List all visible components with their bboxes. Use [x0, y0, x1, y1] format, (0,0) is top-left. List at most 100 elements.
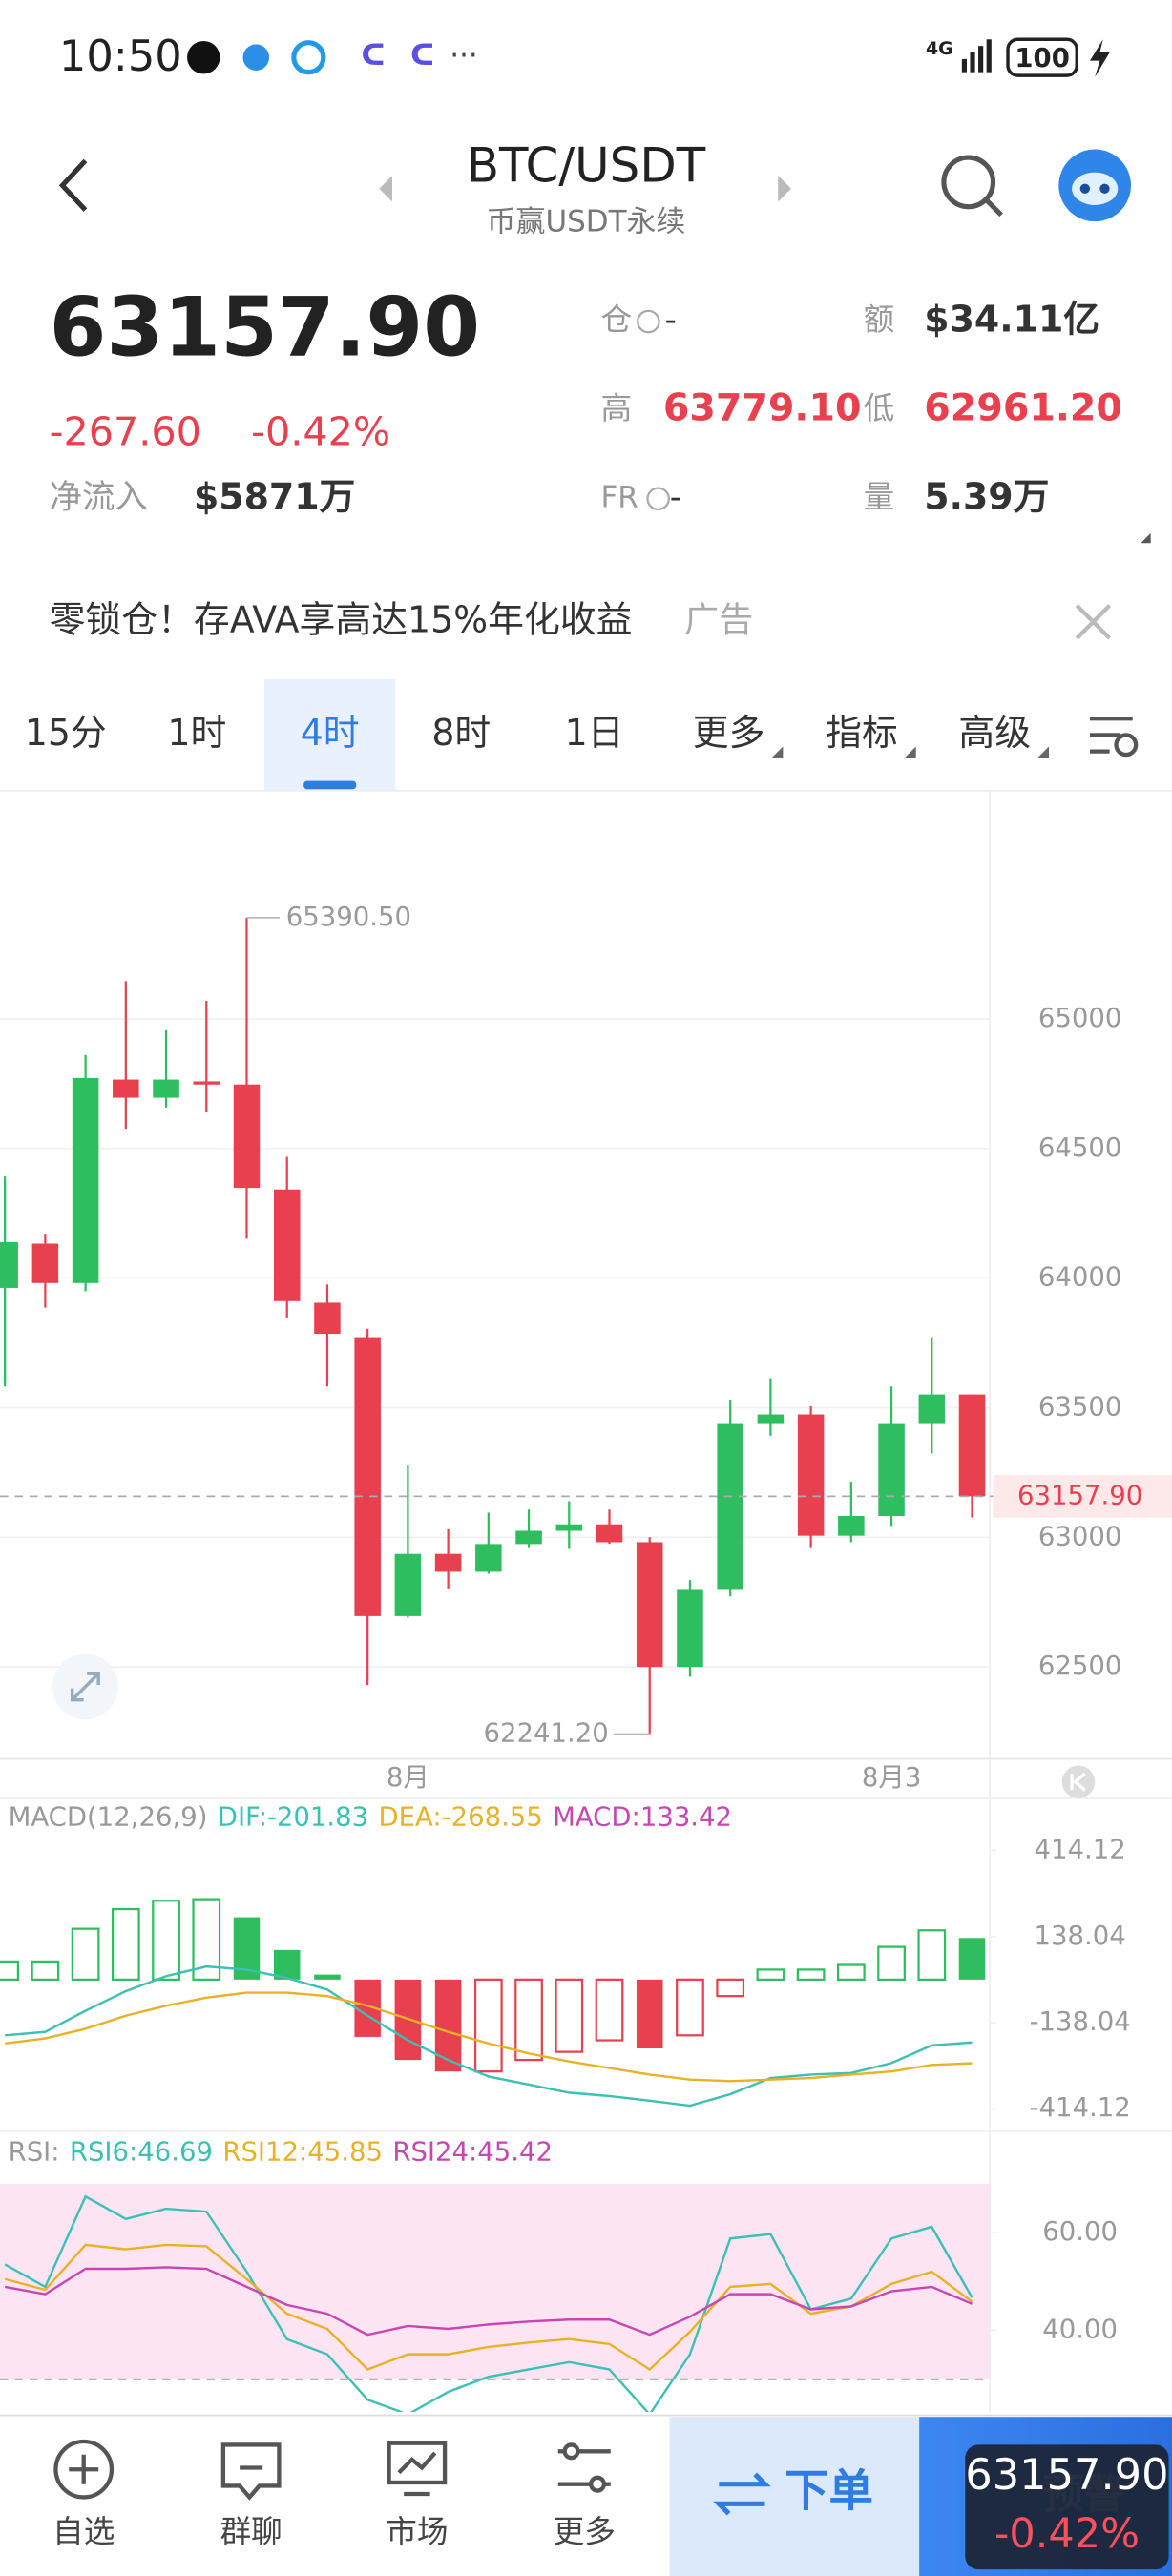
status-icon — [291, 40, 326, 75]
macd-bar — [958, 1938, 986, 1980]
timeframe-tab[interactable]: 更多 — [693, 712, 765, 754]
signal — [961, 39, 992, 73]
battery-level: 100 — [1015, 43, 1069, 73]
pair-title[interactable]: BTC/USDT — [467, 138, 706, 194]
candle-body — [636, 1542, 663, 1668]
legend-entry: RSI6:46.69 — [70, 2136, 213, 2167]
stat-value: - — [665, 301, 677, 340]
timeframe-tab[interactable]: 8时 — [431, 712, 491, 754]
candle-body — [394, 1553, 422, 1616]
status-icon — [187, 40, 220, 74]
macd-bar — [756, 1968, 785, 1981]
macd-bar — [676, 1978, 704, 2037]
legend-entry: RSI: — [9, 2136, 60, 2167]
macd-bar — [71, 1927, 100, 1981]
y-tick-label: 63500 — [1038, 1391, 1121, 1422]
macd-bar — [514, 1978, 543, 2062]
nav-label[interactable]: 更多 — [554, 2513, 616, 2549]
expand-corner[interactable] — [1141, 532, 1151, 544]
chart-settings[interactable] — [1090, 717, 1139, 758]
prev-pair[interactable] — [379, 176, 393, 202]
battery — [1006, 37, 1078, 77]
y-tick-label: 64500 — [1038, 1132, 1121, 1163]
macd-bar — [31, 1960, 60, 1981]
order-label[interactable]: 下单 — [785, 2465, 873, 2517]
candle-body — [475, 1544, 502, 1572]
candle-body — [918, 1394, 946, 1424]
macd-bar — [152, 1900, 180, 1981]
floating-change: -0.42% — [994, 2510, 1140, 2558]
stat-label: 额 — [864, 301, 895, 338]
stat-label: 仓 — [600, 301, 632, 338]
timeframe-tabs: 15分 1时 4时 8时 1日 更多 指标 高级 — [25, 678, 1050, 791]
nav-more[interactable]: 更多 — [554, 2442, 616, 2549]
assistant-avatar[interactable] — [1058, 149, 1132, 222]
candle-body — [596, 1524, 623, 1543]
banner-close[interactable] — [1075, 604, 1112, 640]
nav-label[interactable]: 群聊 — [220, 2513, 282, 2549]
nav-favorites[interactable]: 自选 — [52, 2439, 115, 2549]
candle-body — [757, 1414, 785, 1424]
floating-price: 63157.90 — [965, 2449, 1168, 2500]
candle-body — [314, 1302, 341, 1335]
stat-label: 低 — [864, 390, 895, 426]
y-tick-label: 65000 — [1038, 1003, 1121, 1033]
stat-value: 63779.10 — [663, 385, 862, 429]
macd-bar — [555, 1978, 584, 2053]
candle-body — [677, 1589, 703, 1668]
macd-bar — [877, 1945, 906, 1981]
macd-bar — [0, 1960, 20, 1981]
dropdown-caret — [904, 746, 916, 758]
price-change: -267.60 — [50, 409, 201, 455]
macd-line — [5, 1964, 973, 2108]
candle-body — [193, 1081, 220, 1085]
dropdown-caret — [771, 746, 784, 758]
candle-body — [838, 1516, 865, 1536]
macd-bar — [595, 1978, 624, 2042]
banner[interactable] — [0, 564, 1172, 676]
active-tab-indicator — [303, 780, 357, 790]
nav-label[interactable]: 自选 — [52, 2513, 115, 2549]
network: 4G — [926, 38, 953, 59]
y-tick-label: 414.12 — [1035, 1835, 1126, 1865]
stat-value: - — [670, 478, 681, 516]
y-tick-label: 60.00 — [1042, 2216, 1118, 2247]
timeframe-tab[interactable]: 4时 — [301, 712, 360, 754]
x-tick-label: 8月3 — [862, 1762, 922, 1793]
jump-latest[interactable] — [1061, 1765, 1096, 1798]
timeframe-tab[interactable]: 指标 — [826, 712, 898, 754]
nav-chat[interactable]: 群聊 — [220, 2442, 283, 2549]
price-change-pct: -0.42% — [251, 409, 390, 455]
banner-text[interactable]: 零锁仓！存AVA享高达15%年化收益 — [50, 598, 633, 640]
timeframe-tab[interactable]: 1时 — [167, 712, 226, 754]
info-icon[interactable] — [646, 487, 670, 511]
timeframe-tab[interactable]: 高级 — [958, 712, 1031, 754]
timeframe-tab[interactable]: 15分 — [25, 712, 107, 754]
candle-body — [354, 1337, 381, 1616]
stat-value: 5.39万 — [924, 475, 1049, 517]
nav-label[interactable]: 市场 — [386, 2513, 448, 2549]
nav-market[interactable]: 市场 — [386, 2441, 449, 2550]
candle-body — [31, 1243, 59, 1283]
stat-label: FR — [600, 480, 638, 514]
back-button[interactable] — [58, 158, 88, 212]
charts: 62500 63000 63500 64000 64500 65000 8月 8月3 65390… — [0, 902, 1172, 2413]
next-pair[interactable] — [778, 176, 791, 202]
timeframe-tab[interactable]: 1日 — [565, 712, 624, 754]
candle-body — [797, 1414, 825, 1536]
candle-body — [0, 1241, 18, 1288]
order-button[interactable]: 下单 — [669, 2417, 920, 2576]
macd-bar — [917, 1929, 947, 1981]
search-button[interactable] — [941, 155, 1003, 218]
floating-ticker[interactable]: 63157.90 -0.42% — [965, 2444, 1169, 2570]
candle-body — [273, 1189, 301, 1301]
macd-bar — [716, 1978, 745, 1998]
y-tick-label: -138.04 — [1030, 2006, 1131, 2037]
active-tab-bg — [263, 678, 396, 791]
y-tick-label: 40.00 — [1042, 2315, 1118, 2345]
fullscreen-button[interactable] — [52, 1653, 118, 1720]
info-icon[interactable] — [637, 309, 660, 334]
candle-body — [717, 1423, 743, 1590]
candle-body — [72, 1077, 99, 1283]
